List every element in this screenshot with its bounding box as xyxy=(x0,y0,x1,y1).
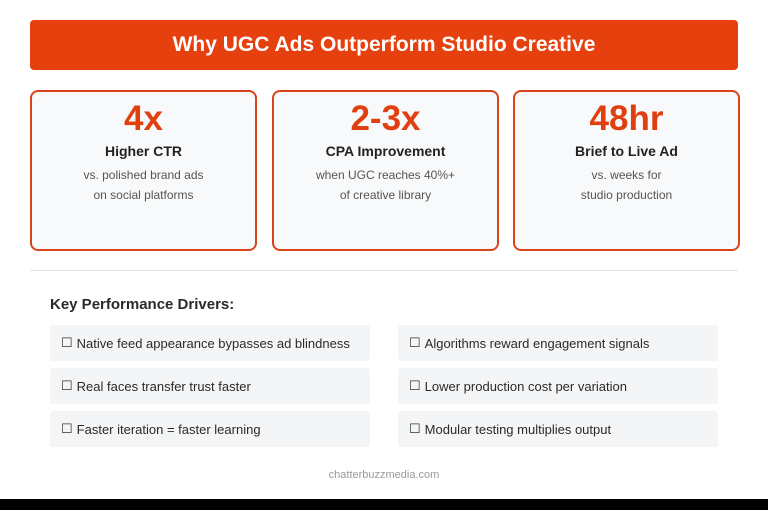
stat-description: vs. weeks for studio production xyxy=(515,165,738,205)
driver-item: ☐ Algorithms reward engagement signals xyxy=(398,325,718,361)
checkbox-icon: ☐ xyxy=(61,421,73,436)
stat-card-cpa: 2-3x CPA Improvement when UGC reaches 40… xyxy=(272,90,499,251)
stat-label: Higher CTR xyxy=(105,143,182,159)
stat-description-line: studio production xyxy=(580,188,673,202)
driver-item: ☐ Native feed appearance bypasses ad bli… xyxy=(50,325,370,361)
driver-item: ☐ Faster iteration = faster learning xyxy=(50,411,370,447)
stat-description-line: vs. weeks for xyxy=(591,168,662,182)
infographic-canvas: Why UGC Ads Outperform Studio Creative 4… xyxy=(0,0,768,499)
header-banner: Why UGC Ads Outperform Studio Creative xyxy=(30,20,738,70)
source-credit: chatterbuzzmedia.com xyxy=(328,469,440,481)
stat-description-line: of creative library xyxy=(339,188,432,202)
stat-card-turnaround: 48hr Brief to Live Ad vs. weeks for stud… xyxy=(513,90,740,251)
stat-description-line: when UGC reaches 40%+ xyxy=(315,168,456,182)
checkbox-icon: ☐ xyxy=(61,335,73,350)
stat-value: 48hr xyxy=(589,99,664,138)
driver-label: Lower production cost per variation xyxy=(424,378,627,394)
checkbox-icon: ☐ xyxy=(61,378,73,393)
stat-value: 4x xyxy=(124,99,163,138)
driver-label: Native feed appearance bypasses ad blind… xyxy=(76,335,350,351)
driver-item: ☐ Real faces transfer trust faster xyxy=(50,368,370,404)
driver-label: Algorithms reward engagement signals xyxy=(424,335,650,351)
stat-description-line: vs. polished brand ads xyxy=(83,168,204,182)
drivers-heading: Key Performance Drivers: xyxy=(50,296,235,313)
stat-value: 2-3x xyxy=(350,99,421,138)
driver-item: ☐ Modular testing multiplies output xyxy=(398,411,718,447)
driver-label: Faster iteration = faster learning xyxy=(76,421,261,437)
driver-label: Modular testing multiplies output xyxy=(424,421,612,437)
stat-label: Brief to Live Ad xyxy=(575,143,678,159)
stat-description: when UGC reaches 40%+ of creative librar… xyxy=(274,165,497,205)
checkbox-icon: ☐ xyxy=(409,421,421,436)
section-divider xyxy=(30,270,738,271)
driver-item: ☐ Lower production cost per variation xyxy=(398,368,718,404)
stat-description-line: on social platforms xyxy=(93,188,194,202)
stat-label: CPA Improvement xyxy=(325,143,446,159)
page-title: Why UGC Ads Outperform Studio Creative xyxy=(172,33,596,56)
checkbox-icon: ☐ xyxy=(409,335,421,350)
stat-description: vs. polished brand ads on social platfor… xyxy=(32,165,255,205)
stat-card-ctr: 4x Higher CTR vs. polished brand ads on … xyxy=(30,90,257,251)
checkbox-icon: ☐ xyxy=(409,378,421,393)
driver-label: Real faces transfer trust faster xyxy=(76,378,251,394)
